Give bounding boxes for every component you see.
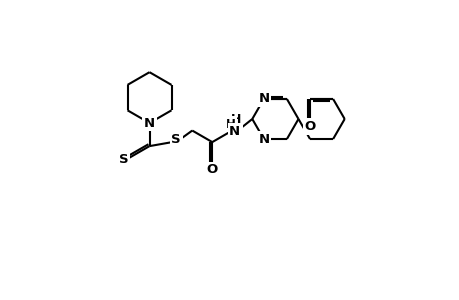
Text: O: O [206, 163, 218, 176]
Text: S: S [171, 133, 180, 146]
Text: N: N [144, 116, 155, 130]
Text: N: N [257, 92, 269, 106]
Text: N: N [229, 125, 240, 138]
Text: H: H [225, 118, 235, 131]
Text: H
N: H N [230, 113, 241, 141]
Text: O: O [304, 120, 315, 133]
Text: N: N [257, 133, 269, 146]
Text: S: S [118, 153, 128, 166]
